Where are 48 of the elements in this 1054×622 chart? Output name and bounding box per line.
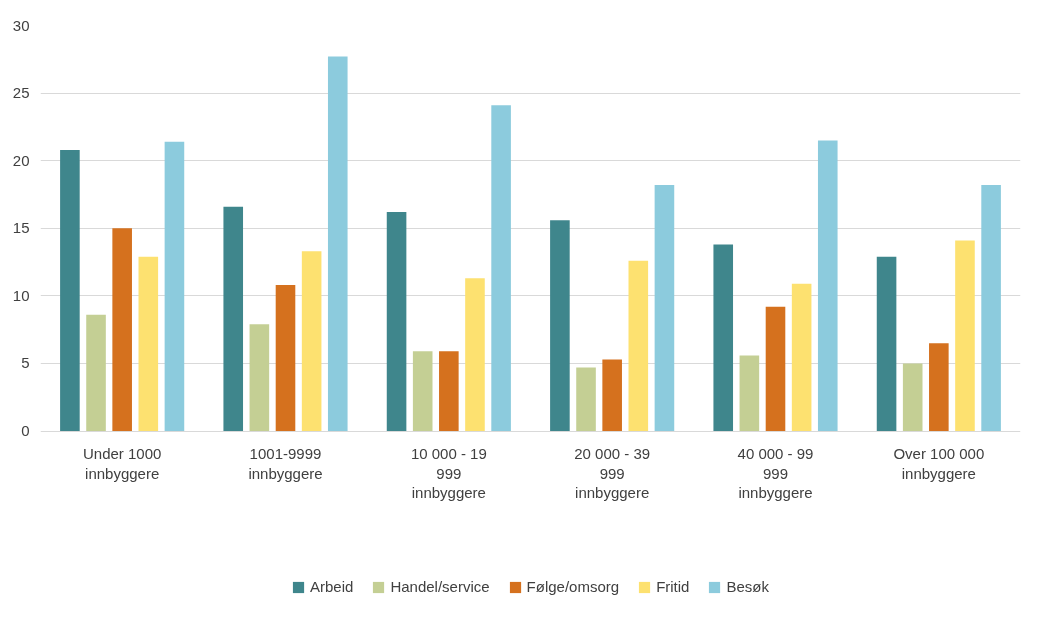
legend-label: Arbeid: [310, 578, 354, 595]
bar: [301, 251, 322, 432]
y-tick-label: 0: [21, 422, 30, 440]
bar: [876, 256, 897, 432]
x-tick-label: 10 000 - 19 999 innbyggere: [410, 445, 487, 502]
bar: [955, 240, 975, 432]
bar: [602, 359, 622, 432]
bar: [412, 351, 433, 432]
x-tick-label: 1001-9999 innbyggere: [248, 445, 323, 482]
y-tick-label: 5: [21, 354, 30, 372]
legend-label: Følge/omsorg: [526, 578, 620, 595]
bar: [929, 343, 949, 432]
bar: [765, 306, 786, 432]
bar: [86, 314, 106, 432]
bar: [576, 367, 596, 432]
bar: [138, 256, 159, 432]
bar: [249, 324, 270, 432]
bar: [275, 285, 296, 432]
y-tick-label: 10: [12, 286, 30, 304]
bar: [60, 149, 80, 432]
bar: [739, 355, 760, 432]
legend-label: Handel/service: [390, 578, 490, 595]
bar: [628, 260, 649, 432]
bar: [386, 212, 407, 432]
bar: [981, 185, 1001, 432]
x-tick-label: 20 000 - 39 999 innbyggere: [574, 445, 651, 502]
bar: [791, 283, 812, 432]
y-tick-label: 30: [12, 16, 30, 34]
bar: [902, 363, 923, 432]
x-tick-label: Under 1000 innbyggere: [82, 445, 162, 482]
y-tick-label: 25: [12, 84, 30, 102]
bar: [164, 141, 185, 432]
y-tick-label: 20: [12, 151, 30, 169]
bar: [817, 140, 838, 432]
bar: [112, 228, 132, 432]
x-tick-label: Over 100 000 innbyggere: [893, 445, 985, 482]
bar: [713, 244, 734, 432]
bar: [327, 56, 348, 432]
bar: [439, 351, 459, 432]
bar: [654, 185, 675, 432]
bar: [465, 278, 485, 432]
legend-label: Fritid: [656, 578, 690, 595]
y-tick-label: 15: [12, 219, 30, 237]
legend-label: Besøk: [726, 578, 769, 595]
bar: [491, 105, 511, 432]
bar: [223, 206, 244, 432]
x-tick-label: 40 000 - 99 999 innbyggere: [737, 445, 814, 502]
bar: [550, 220, 570, 432]
